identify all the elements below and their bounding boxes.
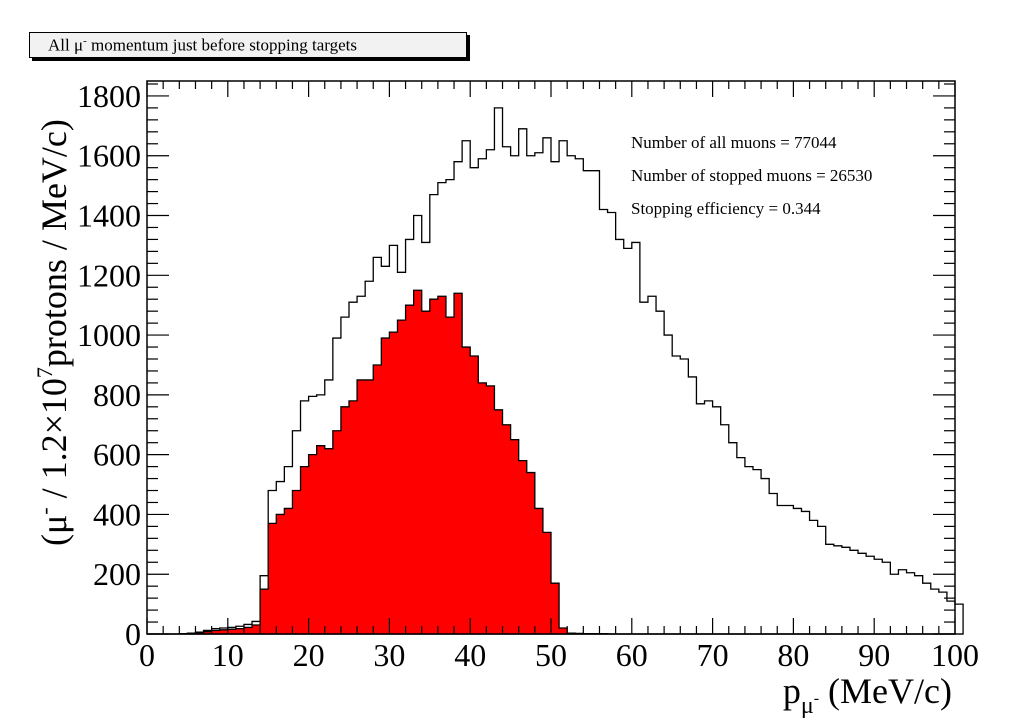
series-layer [147, 107, 964, 635]
y-tick-label: 1600 [77, 138, 141, 174]
histogram-stopped-muons [147, 289, 964, 635]
y-tick-label: 600 [93, 437, 141, 473]
y-tick-label: 1000 [77, 317, 141, 353]
histogram-all-muons [147, 107, 964, 635]
x-tick-label: 90 [858, 637, 890, 673]
tick-layer [146, 81, 956, 635]
x-axis-title: pμ- (MeV/c) [783, 671, 952, 719]
y-tick-label: 400 [93, 496, 141, 532]
stat-stopped-muons: Number of stopped muons = 26530 [631, 166, 872, 185]
chart-title: All μ- momentum just before stopping tar… [48, 35, 358, 55]
stats-box: Number of all muons = 77044 Number of st… [631, 133, 872, 218]
x-tick-label: 20 [293, 637, 325, 673]
tick-label-layer: 0 10 20 30 40 50 60 70 80 90 100020040060080010001… [77, 78, 979, 673]
y-tick-label: 1200 [77, 257, 141, 293]
x-tick-label: 30 [373, 637, 405, 673]
chart-title-box: All μ- momentum just before stopping tar… [29, 32, 467, 58]
y-tick-label: 1800 [77, 78, 141, 114]
x-tick-label: 50 [535, 637, 567, 673]
x-tick-label: 60 [616, 637, 648, 673]
x-tick-label: 40 [454, 637, 486, 673]
y-tick-label: 1400 [77, 198, 141, 234]
x-tick-label: 100 [931, 637, 979, 673]
x-tick-label: 80 [777, 637, 809, 673]
x-tick-label: 10 [212, 637, 244, 673]
stat-efficiency: Stopping efficiency = 0.344 [631, 199, 821, 218]
y-tick-label: 800 [93, 377, 141, 413]
x-tick-label: 70 [697, 637, 729, 673]
y-axis-title: (μ- / 1.2×107protons / MeV/c) [32, 119, 74, 546]
y-tick-label: 200 [93, 556, 141, 592]
stat-all-muons: Number of all muons = 77044 [631, 133, 837, 152]
y-tick-label: 0 [125, 616, 141, 652]
x-tick-label: 0 [139, 637, 155, 673]
